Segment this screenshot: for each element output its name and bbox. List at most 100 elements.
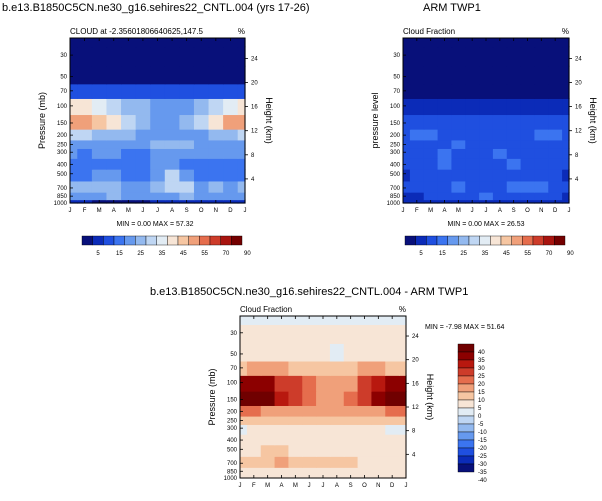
diff-cloud-chart: Cloud Fraction %J F M A M J J A S O N D J305070100150… [207, 305, 504, 489]
y2-axis-label: Height (km) [588, 97, 598, 144]
heat-cell [371, 324, 386, 344]
heat-cell [150, 158, 166, 170]
heat-cell [91, 98, 108, 116]
heat-cell [150, 98, 166, 116]
heat-cell [403, 83, 411, 99]
y-tick-label: 150 [227, 397, 238, 403]
y2-tick-label: 20 [575, 80, 582, 86]
colorbar-label: 55 [201, 251, 208, 256]
x-tick-label: O [199, 208, 204, 214]
heat-cell [237, 139, 246, 149]
x-tick-label: F [252, 483, 256, 489]
heat-cell [465, 192, 480, 201]
heat-cell [343, 343, 359, 362]
heat-cell [135, 158, 151, 170]
heat-cell [562, 192, 570, 201]
colorbar-label: 25 [137, 251, 144, 256]
heat-cell [437, 65, 453, 85]
heat-cell [506, 65, 522, 85]
heat-cell [562, 180, 570, 193]
colorbar-box [457, 351, 475, 361]
colorbar-label: -5 [478, 422, 484, 428]
heat-cell [237, 169, 246, 182]
y2-tick-label: 8 [251, 153, 255, 159]
heat-cell [179, 65, 195, 85]
heat-cell [423, 38, 439, 48]
heat-cell [562, 65, 570, 85]
heat-cell [534, 169, 549, 182]
heat-cell [164, 98, 180, 116]
y2-tick-label: 20 [412, 358, 419, 364]
heat-cell [246, 375, 262, 392]
heat-cell [506, 158, 522, 170]
heat-cell [399, 316, 407, 325]
heat-cell [77, 46, 93, 67]
heat-cell [479, 38, 494, 48]
colorbar-box [457, 455, 475, 465]
colorbar-box [457, 407, 475, 417]
heat-cell [164, 192, 180, 201]
heat-cell [316, 316, 331, 325]
heat-cell [437, 38, 453, 48]
colorbar-box [532, 235, 544, 246]
heat-cell [70, 46, 78, 67]
heat-cell [91, 129, 108, 141]
colorbar-label: -15 [478, 438, 487, 444]
heat-cell [274, 434, 290, 446]
heat-cell [343, 434, 359, 446]
y-tick-label: 30 [60, 53, 67, 59]
heat-cell [506, 180, 522, 193]
heat-cell [343, 391, 359, 406]
heat-cell [246, 467, 262, 476]
heat-cell [246, 324, 262, 344]
heat-cell [208, 38, 224, 48]
colorbar-label: 5 [478, 406, 482, 412]
heat-cell [492, 148, 508, 159]
heat-cell [274, 324, 290, 344]
y-tick-label: 70 [230, 366, 237, 372]
heat-cell [371, 343, 386, 362]
heat-cell [240, 324, 248, 344]
heat-cell [179, 180, 195, 193]
heat-cell [451, 192, 466, 201]
colorbar-box [457, 415, 475, 425]
heat-cell [91, 139, 108, 149]
heat-cell [106, 148, 122, 159]
heat-cell [385, 375, 400, 392]
heat-cell [562, 38, 570, 48]
heat-cell [260, 360, 276, 376]
heat-cell [409, 139, 425, 149]
heat-cell [274, 424, 290, 435]
heat-cell [399, 434, 407, 446]
heat-cell [316, 360, 331, 376]
heat-cell [274, 391, 290, 406]
heat-cell [506, 38, 522, 48]
heat-cell [534, 38, 549, 48]
colorbar-box [511, 235, 523, 246]
heat-cell [193, 46, 210, 67]
heat-cell [135, 148, 151, 159]
heat-cell [465, 158, 480, 170]
heat-cell [246, 405, 262, 417]
heat-cell [135, 65, 151, 85]
heat-cell [329, 343, 345, 362]
heat-cell [409, 114, 425, 130]
heat-cell [70, 139, 78, 149]
heat-cell [357, 434, 373, 446]
heat-cell [385, 324, 400, 344]
heat-cell [237, 199, 246, 204]
y-tick-label: 300 [57, 150, 68, 156]
colorbar-box [457, 423, 475, 433]
heat-cell [179, 83, 195, 99]
y-tick-label: 100 [57, 104, 68, 110]
y-tick-label: 700 [390, 186, 401, 192]
heat-cell [77, 98, 93, 116]
heat-cell [193, 114, 210, 130]
heat-cell [371, 456, 386, 468]
heat-cell [520, 129, 536, 141]
heat-cell [302, 405, 317, 417]
heat-cell [179, 98, 195, 116]
unit-label: % [399, 305, 406, 314]
colorbar-label: 5 [419, 251, 423, 256]
heat-cell [329, 324, 345, 344]
